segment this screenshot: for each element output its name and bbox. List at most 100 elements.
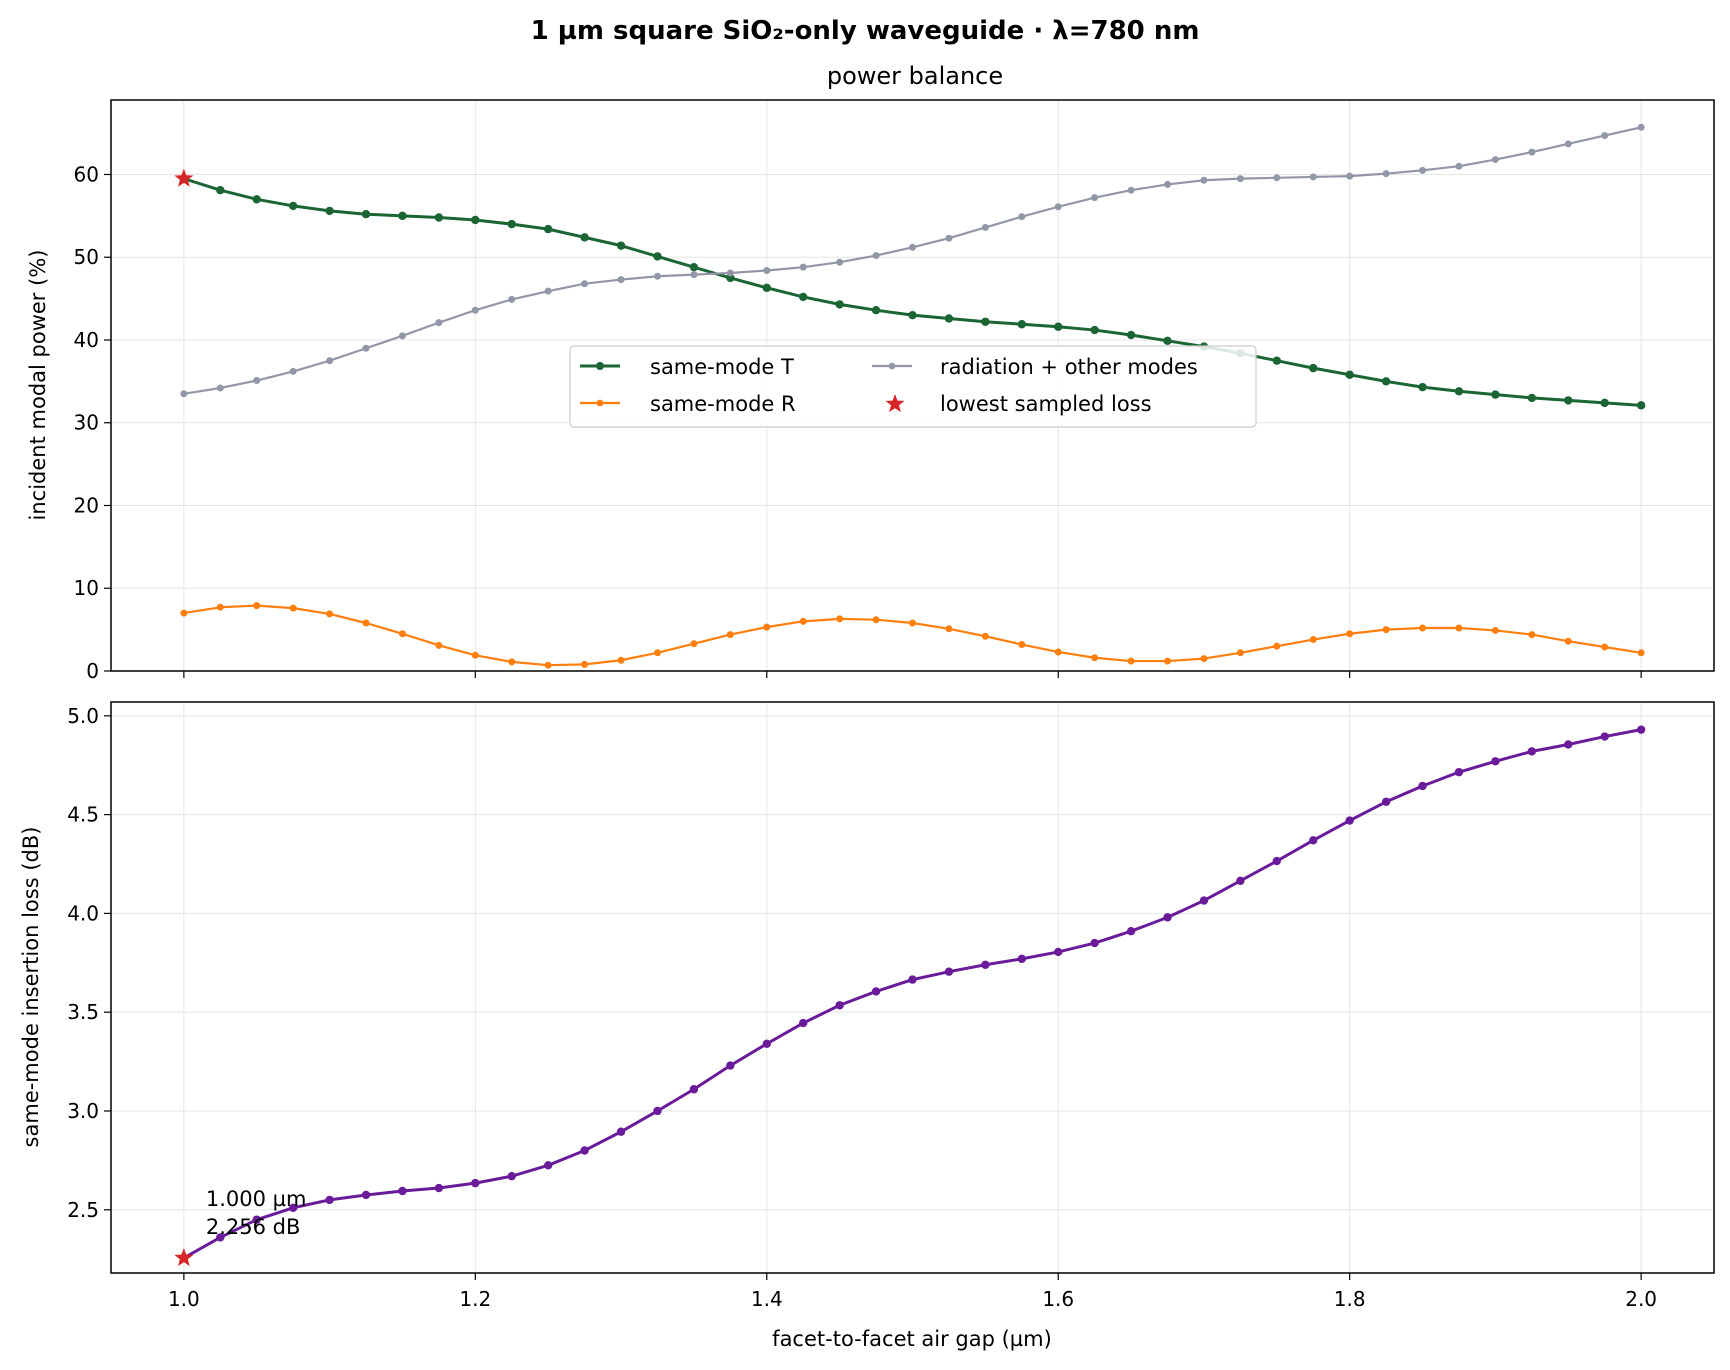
data-point-same-mode-r — [909, 619, 916, 627]
data-point-radiation-other-modes — [1309, 173, 1317, 181]
data-point-insertion-loss — [361, 1190, 371, 1200]
data-point-same-mode-t — [1527, 393, 1537, 403]
data-point-same-mode-t — [835, 300, 844, 309]
data-point-insertion-loss — [1090, 938, 1099, 948]
data-point-radiation-other-modes — [1601, 132, 1609, 140]
data-point-same-mode-r — [872, 616, 880, 624]
data-point-same-mode-t — [434, 213, 444, 222]
data-point-insertion-loss — [726, 1061, 735, 1070]
data-point-same-mode-t — [580, 233, 589, 242]
data-point-insertion-loss — [1163, 913, 1172, 922]
data-point-same-mode-r — [508, 658, 516, 666]
data-point-radiation-other-modes — [1273, 174, 1281, 182]
data-point-same-mode-r — [1018, 641, 1026, 649]
data-point-same-mode-r — [617, 656, 625, 664]
bottom-y-tick-label: 3.0 — [67, 1099, 99, 1123]
data-point-same-mode-t — [616, 241, 626, 250]
data-point-radiation-other-modes — [1455, 162, 1463, 170]
legend-item-same-mode-r: same-mode R — [580, 392, 796, 416]
data-point-radiation-other-modes — [289, 367, 297, 375]
bottom-x-tick-label: 1.6 — [1042, 1287, 1074, 1311]
data-point-radiation-other-modes — [1528, 148, 1536, 156]
top-y-ticks: 0 10 20 30 40 50 60 — [74, 162, 111, 683]
data-point-radiation-other-modes — [398, 332, 406, 340]
data-point-insertion-loss — [325, 1195, 334, 1205]
data-point-radiation-other-modes — [1091, 194, 1099, 202]
data-point-insertion-loss — [799, 1018, 808, 1028]
data-point-same-mode-t — [1309, 363, 1318, 373]
data-point-insertion-loss — [543, 1161, 553, 1170]
legend: same-mode T radiation + other modes same… — [569, 345, 1257, 428]
data-point-same-mode-r — [326, 610, 334, 618]
legend-label-same-mode-r: same-mode R — [650, 392, 796, 416]
data-point-radiation-other-modes — [508, 295, 516, 303]
data-point-insertion-loss — [981, 960, 990, 969]
data-point-radiation-other-modes — [1637, 123, 1645, 131]
data-point-same-mode-r — [1564, 637, 1572, 645]
bottom-x-tick-label: 2.0 — [1625, 1287, 1657, 1311]
data-point-same-mode-t — [288, 201, 298, 211]
data-point-insertion-loss — [1054, 947, 1063, 957]
lowest-loss-star-marker — [174, 168, 194, 187]
bottom-x-tick-label: 1.8 — [1334, 1287, 1366, 1311]
data-point-radiation-other-modes — [435, 319, 443, 327]
data-point-same-mode-r — [1382, 626, 1390, 634]
data-point-insertion-loss — [1236, 876, 1245, 886]
data-point-radiation-other-modes — [216, 384, 224, 392]
data-point-insertion-loss — [616, 1127, 626, 1136]
top-y-tick-label: 50 — [74, 245, 99, 269]
data-point-insertion-loss — [871, 987, 881, 996]
data-point-insertion-loss — [944, 967, 954, 976]
data-point-same-mode-t — [726, 273, 735, 283]
data-point-insertion-loss — [1345, 816, 1354, 825]
bottom-y-tick-label: 2.5 — [67, 1198, 99, 1222]
bottom-axes-frame — [110, 701, 1715, 1274]
data-point-same-mode-t — [908, 310, 917, 320]
data-point-same-mode-r — [1273, 642, 1281, 650]
data-point-same-mode-r — [216, 603, 224, 611]
data-point-insertion-loss — [1454, 767, 1464, 777]
data-point-radiation-other-modes — [180, 390, 188, 398]
data-point-same-mode-r — [471, 651, 479, 659]
data-point-insertion-loss — [1017, 954, 1026, 964]
data-point-same-mode-t — [216, 186, 225, 195]
data-point-radiation-other-modes — [726, 269, 734, 277]
annotation-loss-label: 2.256 dB — [206, 1215, 301, 1239]
data-point-same-mode-r — [1601, 643, 1609, 651]
top-axes-frame — [110, 99, 1715, 672]
top-series — [174, 123, 1646, 669]
data-point-same-mode-t — [325, 206, 334, 216]
top-y-axis-label: incident modal power (%) — [26, 250, 50, 521]
data-point-radiation-other-modes — [1236, 175, 1244, 183]
bottom-y-ticks: 2.5 3.0 3.5 4.0 4.5 5.0 — [67, 704, 111, 1222]
data-point-insertion-loss — [835, 1001, 844, 1010]
data-point-same-mode-r — [1164, 657, 1172, 665]
data-point-same-mode-t — [1491, 390, 1500, 399]
data-point-same-mode-t — [1272, 356, 1282, 365]
data-point-radiation-other-modes — [653, 272, 661, 280]
data-point-same-mode-r — [362, 619, 370, 627]
data-point-same-mode-r — [1637, 649, 1645, 657]
data-point-same-mode-t — [1381, 377, 1391, 386]
data-point-same-mode-t — [398, 211, 407, 221]
legend-item-same-mode-t: same-mode T — [580, 355, 794, 379]
data-point-radiation-other-modes — [471, 306, 479, 314]
data-point-same-mode-r — [1528, 631, 1536, 639]
top-y-tick-label: 10 — [74, 576, 99, 600]
bottom-series — [174, 725, 1646, 1267]
data-point-same-mode-r — [1455, 624, 1463, 632]
data-point-same-mode-t — [1418, 382, 1427, 392]
data-point-same-mode-t — [471, 215, 480, 225]
data-point-insertion-loss — [580, 1146, 589, 1155]
data-point-same-mode-r — [690, 640, 698, 648]
legend-marker-radiation — [888, 362, 896, 370]
data-point-radiation-other-modes — [253, 377, 261, 385]
legend-marker-same-mode-t — [596, 362, 604, 370]
data-point-same-mode-t — [1090, 325, 1099, 335]
data-point-same-mode-r — [726, 631, 734, 639]
data-point-insertion-loss — [689, 1085, 699, 1094]
data-point-radiation-other-modes — [617, 276, 625, 284]
data-point-insertion-loss — [1309, 836, 1318, 845]
legend-item-lowest-loss: lowest sampled loss — [885, 392, 1152, 416]
bottom-y-tick-label: 4.5 — [67, 803, 99, 827]
